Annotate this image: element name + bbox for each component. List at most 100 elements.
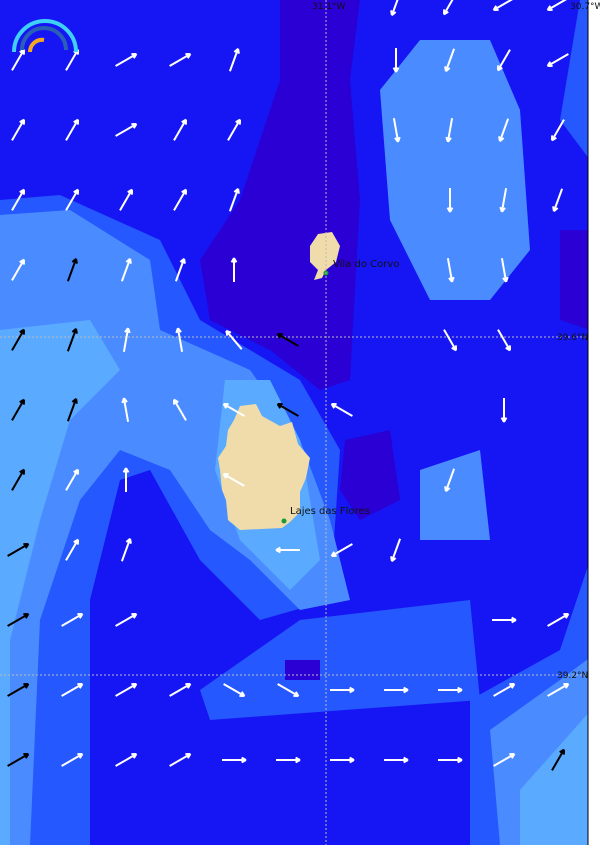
current-arrow-icon (330, 686, 355, 694)
current-arrows (7, 0, 570, 771)
current-arrow-icon (277, 683, 300, 697)
current-arrow-icon (169, 53, 192, 67)
current-arrow-icon (66, 257, 78, 282)
current-arrow-icon (275, 546, 300, 554)
current-arrow-icon (11, 48, 25, 71)
current-arrow-icon (115, 753, 138, 767)
current-arrow-icon (444, 468, 456, 493)
current-arrow-icon (547, 683, 570, 697)
current-arrow-icon (228, 187, 240, 212)
current-arrow-icon (222, 473, 245, 487)
current-arrow-icon (227, 118, 241, 141)
current-arrow-icon (500, 398, 508, 423)
current-arrow-icon (444, 48, 456, 73)
current-arrow-icon (115, 613, 138, 627)
current-arrow-icon (7, 613, 30, 627)
current-arrow-icon (230, 257, 238, 282)
current-arrow-icon (7, 543, 30, 557)
current-arrow-icon (551, 748, 565, 771)
current-arrow-icon (122, 467, 130, 492)
current-arrow-icon (66, 397, 78, 422)
current-arrow-icon (65, 538, 79, 561)
current-arrow-icon (61, 613, 84, 627)
current-arrow-icon (546, 0, 567, 11)
current-arrow-icon (438, 756, 463, 764)
current-arrow-icon (443, 329, 457, 352)
current-arrow-icon (119, 188, 133, 211)
current-arrow-icon (66, 327, 78, 352)
current-arrow-icon (492, 616, 517, 624)
current-arrow-icon (115, 123, 138, 137)
current-arrow-icon (11, 328, 25, 351)
latitude-label-top: 39.6°N (557, 333, 589, 343)
current-arrow-icon (443, 0, 454, 16)
current-arrow-icon (121, 397, 130, 422)
current-arrow-icon (65, 118, 79, 141)
current-arrow-icon (552, 188, 564, 213)
current-arrow-icon (276, 403, 299, 417)
current-arrow-icon (384, 756, 409, 764)
latitude-label-bottom: 39.2°N (557, 671, 589, 681)
current-arrow-icon (498, 118, 510, 143)
current-arrow-icon (225, 329, 243, 350)
current-arrow-icon (61, 683, 84, 697)
current-arrow-icon (115, 53, 138, 67)
current-arrow-icon (551, 119, 565, 142)
current-arrow-icon (169, 683, 192, 697)
current-arrow-icon (390, 0, 399, 17)
current-arrow-icon (222, 756, 247, 764)
current-arrow-icon (492, 0, 513, 11)
current-arrow-icon (445, 118, 454, 143)
current-arrow-icon (446, 188, 454, 213)
longitude-label-left: 31.1°W (312, 2, 346, 12)
current-arrow-icon (120, 537, 132, 562)
current-arrow-icon (11, 258, 25, 281)
current-arrow-icon (169, 753, 192, 767)
current-arrow-icon (65, 468, 79, 491)
current-arrow-icon (493, 753, 516, 767)
town-marker-lajes-das-flores (281, 518, 287, 524)
current-arrow-icon (500, 258, 509, 283)
current-arrow-icon (446, 258, 455, 283)
current-arrow-icon (122, 327, 131, 352)
longitude-label-right: 30.7°W (570, 2, 600, 12)
current-arrow-icon (390, 538, 402, 563)
current-arrow-icon (493, 683, 516, 697)
current-arrow-icon (330, 403, 353, 417)
current-arrow-icon (173, 188, 187, 211)
current-arrow-icon (11, 188, 25, 211)
place-label-vila-do-corvo: Vila do Corvo (333, 259, 400, 270)
current-arrow-icon (276, 333, 299, 347)
current-arrow-icon (173, 398, 187, 421)
map-margin (588, 0, 600, 845)
current-arrow-icon (392, 118, 401, 143)
current-arrow-icon (330, 543, 353, 557)
current-arrow-icon (11, 468, 25, 491)
current-arrow-icon (7, 753, 30, 767)
current-arrow-icon (546, 53, 569, 67)
current-arrow-icon (384, 686, 409, 694)
current-arrow-icon (173, 118, 187, 141)
current-arrow-icon (7, 683, 30, 697)
place-label-lajes-das-flores: Lajes das Flores (290, 506, 370, 517)
current-arrow-icon (276, 756, 301, 764)
current-arrow-icon (120, 257, 132, 282)
current-arrow-icon (222, 403, 245, 417)
current-arrow-icon (115, 683, 138, 697)
current-arrow-icon (61, 753, 84, 767)
current-arrow-icon (175, 327, 184, 352)
current-arrow-icon (228, 47, 240, 72)
current-arrow-icon (499, 188, 508, 213)
current-arrow-icon (547, 613, 570, 627)
speed-band-5 (0, 320, 600, 845)
current-arrow-icon (11, 118, 25, 141)
current-arrow-icon (497, 49, 511, 72)
current-arrow-icon (392, 48, 400, 73)
flores-island (218, 404, 310, 530)
current-arrow-icon (174, 257, 186, 282)
current-arrow-icon (11, 398, 25, 421)
current-arrow-icon (65, 188, 79, 211)
corvo-island (310, 232, 340, 280)
